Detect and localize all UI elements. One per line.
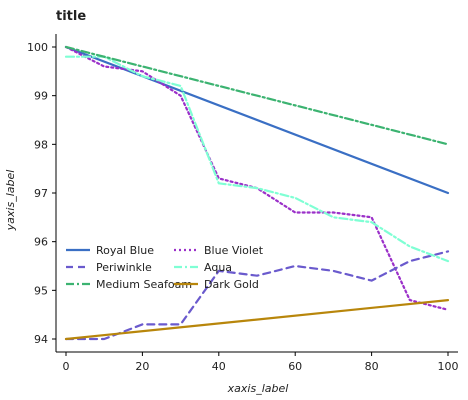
x-axis: 0 20 40 60 80 100: [56, 352, 459, 373]
plot-area: [66, 47, 448, 339]
legend-item: Medium Seafoam: [66, 278, 192, 291]
y-tick-label: 100: [27, 41, 48, 54]
legend-item: Blue Violet: [174, 244, 264, 257]
series-line-medium-seafoam: [66, 47, 448, 144]
legend-item: Royal Blue: [66, 244, 154, 257]
x-tick-label: 40: [212, 360, 226, 373]
legend-label: Dark Gold: [204, 278, 259, 291]
x-tick-label: 100: [438, 360, 459, 373]
x-tick-label: 60: [288, 360, 302, 373]
x-tick-label: 80: [365, 360, 379, 373]
y-tick-label: 97: [34, 187, 48, 200]
x-tick-label: 20: [135, 360, 149, 373]
legend-label: Aqua: [204, 261, 232, 274]
x-tick-label: 0: [63, 360, 70, 373]
legend-item: Aqua: [174, 261, 232, 274]
y-tick-label: 95: [34, 284, 48, 297]
x-axis-title: xaxis_label: [227, 382, 289, 395]
legend-item: Periwinkle: [66, 261, 152, 274]
legend-label: Blue Violet: [204, 244, 264, 257]
series-line-aqua: [66, 57, 448, 261]
y-axis: 94 95 96 97 98 99 100: [27, 34, 56, 352]
series-line-dark-gold: [66, 300, 448, 339]
y-tick-label: 99: [34, 90, 48, 103]
y-tick-label: 96: [34, 236, 48, 249]
y-tick-label: 94: [34, 333, 48, 346]
legend-label: Periwinkle: [96, 261, 152, 274]
y-tick-label: 98: [34, 138, 48, 151]
chart-title: title: [56, 9, 86, 24]
legend-label: Royal Blue: [96, 244, 154, 257]
legend: Royal Blue Blue Violet Periwinkle Aqua Mediu…: [66, 244, 264, 291]
y-axis-title: yaxis_label: [4, 170, 17, 232]
